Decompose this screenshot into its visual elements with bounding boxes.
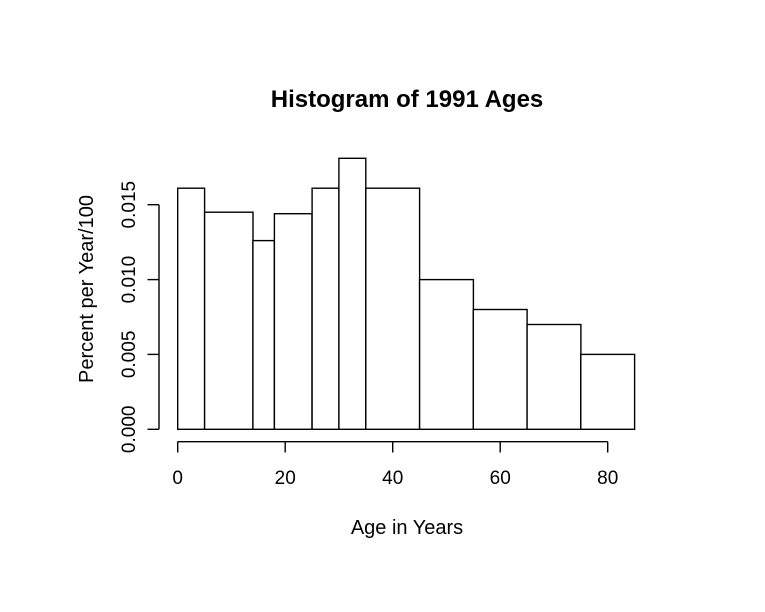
axes: 0.000 0.005 0.010 0.015 0 20 40 60 80 — [119, 181, 618, 489]
x-axis-label: Age in Years — [351, 517, 463, 539]
histogram-bar — [252, 239, 276, 431]
y-tick-label: 0.015 — [119, 181, 140, 229]
histogram-bar — [418, 278, 475, 431]
x-tick-label: 20 — [275, 468, 296, 489]
chart-title: Histogram of 1991 Ages — [271, 86, 544, 113]
histogram-bars — [176, 157, 636, 431]
histogram-bar — [526, 323, 582, 431]
x-tick-label: 0 — [172, 468, 183, 489]
histogram-bar — [580, 353, 636, 430]
histogram-bar — [176, 187, 206, 431]
y-tick-label: 0.005 — [119, 331, 140, 379]
histogram-bar — [311, 187, 340, 431]
y-tick-label: 0.010 — [119, 256, 140, 304]
histogram-bar — [273, 212, 313, 431]
x-tick-label: 60 — [490, 468, 511, 489]
histogram-bar — [338, 157, 367, 431]
y-tick-label: 0.000 — [119, 406, 140, 454]
x-tick-label: 80 — [597, 468, 618, 489]
histogram-bar — [472, 308, 528, 431]
y-axis-label: Percent per Year/100 — [76, 195, 98, 383]
x-tick-label: 40 — [382, 468, 403, 489]
histogram-bar — [203, 211, 254, 431]
histogram-bar — [365, 187, 421, 431]
